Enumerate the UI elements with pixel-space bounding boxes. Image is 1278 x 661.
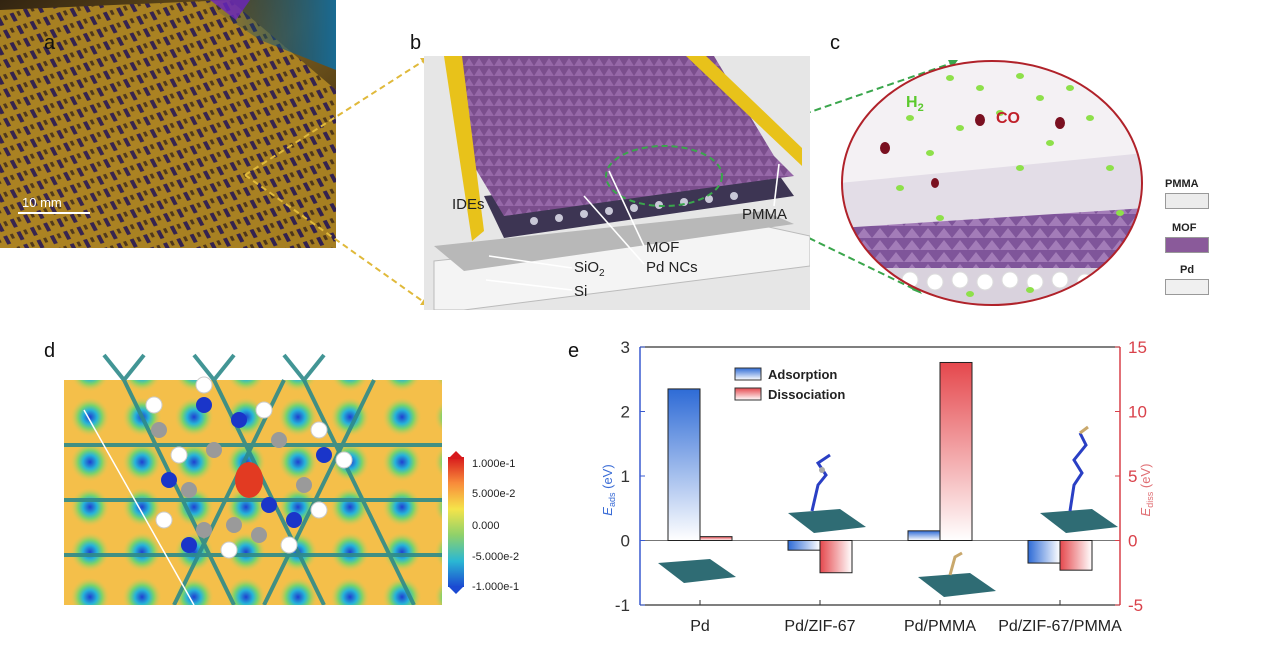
colorbar-tick-1: 5.000e-2: [472, 488, 516, 500]
colorbar-tick-3: -5.000e-2: [472, 551, 520, 563]
mof-label: MOF: [646, 239, 680, 256]
h2-label: H2: [906, 94, 924, 115]
scale-bar-label: 10 mm: [22, 195, 62, 210]
x-tick-label-0: Pd: [690, 618, 710, 635]
colorbar: [448, 457, 464, 587]
left-tick-label-3: 2: [621, 403, 630, 422]
colorbar-tick-4: -1.000e-1: [472, 581, 520, 593]
legend-adsorption-label: Adsorption: [768, 367, 837, 382]
pmma-structure-icon: [918, 551, 996, 597]
charge-density-map: [64, 350, 442, 605]
panel-a-letter: a: [44, 32, 56, 54]
left-axis-title: Eads (eV): [600, 464, 617, 515]
zif67-structure-icon: [788, 453, 866, 533]
colorbar-tick-0: 1.000e-1: [472, 458, 516, 470]
right-tick-label-3: 10: [1128, 403, 1147, 422]
charge-density-illustration: [64, 350, 442, 605]
right-axis-title: Ediss (eV): [1138, 464, 1155, 517]
legend-pmma-label: PMMA: [1165, 178, 1199, 190]
legend-dissociation-label: Dissociation: [768, 387, 845, 402]
legend-adsorption-swatch: [734, 367, 762, 381]
co-label: CO: [996, 110, 1020, 127]
device-array-photo: 10 mm: [0, 0, 336, 248]
x-tick-label-2: Pd/PMMA: [904, 618, 976, 635]
panel-d-letter: d: [44, 340, 56, 362]
colorbar-tick-2: 0.000: [472, 520, 500, 532]
bar-adsorption-1: [787, 540, 821, 551]
bar-adsorption-2: [907, 530, 941, 541]
si-label: Si: [574, 283, 588, 300]
zif67-pmma-structure-icon: [1040, 425, 1118, 533]
colorbar-top-arrow: [448, 451, 464, 459]
left-tick-label-2: 1: [621, 467, 630, 486]
bar-dissociation-2: [939, 361, 973, 542]
colorbar-bottom-arrow: [448, 586, 464, 594]
pointer-arrows: [485, 163, 780, 291]
zoom-circle-illustration: [841, 60, 1143, 306]
pmma-label: PMMA: [742, 206, 787, 223]
bar-adsorption-3: [1027, 540, 1061, 564]
right-tick-label-2: 5: [1128, 467, 1137, 486]
left-tick-label-0: -1: [615, 596, 630, 615]
ides-label: IDEs: [452, 196, 485, 213]
legend-mof-swatch: [1165, 237, 1209, 253]
legend-pd-label: Pd: [1180, 264, 1195, 276]
left-tick-label-1: 0: [621, 532, 630, 551]
legend-pmma-swatch: [1165, 193, 1209, 209]
bar-dissociation-3: [1059, 540, 1093, 571]
sio2-label: SiO2: [574, 259, 605, 279]
pd-ncs-label: Pd NCs: [646, 259, 698, 276]
panel-c-letter: c: [830, 32, 840, 54]
legend-dissociation-swatch: [734, 387, 762, 401]
device-array-image: [0, 0, 336, 248]
right-tick-label-0: -5: [1128, 596, 1143, 615]
right-tick-label-1: 0: [1128, 532, 1137, 551]
legend-pd-swatch: [1165, 279, 1209, 295]
device-layers-illustration: [433, 56, 811, 311]
energy-bar-chart: -1 0 1 2 3 -5 0 5 10 15 Pd Pd/ZIF-67 Pd/PMMA Pd/ZIF-6…: [600, 338, 1155, 635]
panel-e-letter: e: [568, 340, 580, 362]
left-tick-label-4: 3: [621, 338, 630, 357]
bar-adsorption-0: [667, 388, 701, 541]
right-tick-label-4: 15: [1128, 338, 1147, 357]
x-tick-label-3: Pd/ZIF-67/PMMA: [998, 618, 1122, 635]
panel-b-letter: b: [410, 32, 422, 54]
device-schematic: IDEs PMMA MOF Pd NCs SiO2 Si: [424, 56, 811, 311]
legend-mof-label: MOF: [1172, 222, 1197, 234]
scale-bar: [18, 212, 90, 214]
bar-dissociation-0: [699, 536, 733, 542]
x-tick-label-1: Pd/ZIF-67: [784, 618, 855, 635]
gas-interface-zoom: H2 CO: [840, 58, 1145, 308]
pd-slab-icon: [658, 559, 736, 583]
bar-dissociation-1: [819, 540, 853, 574]
